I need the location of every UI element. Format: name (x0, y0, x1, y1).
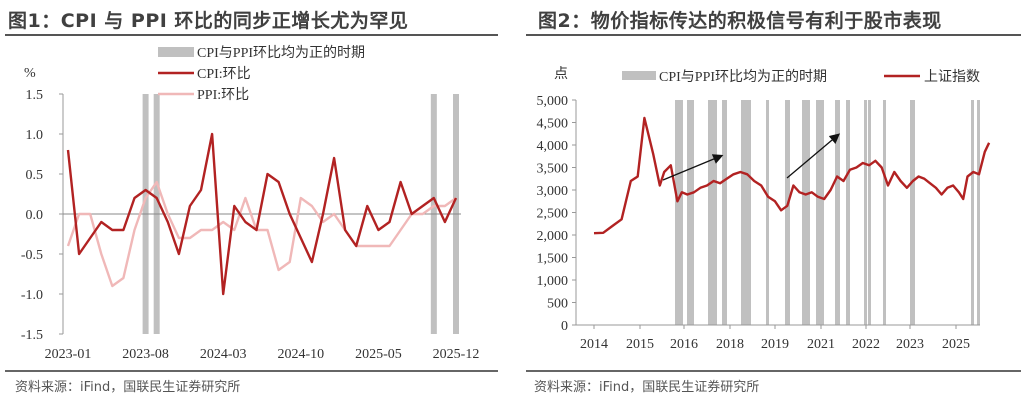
shaded-period-bar (766, 100, 769, 325)
shaded-period-bar (971, 100, 974, 325)
chart-title: 图1：CPI 与 PPI 环比的同步正增长尤为罕见 (8, 10, 409, 32)
x-tick-label: 2024-03 (200, 347, 247, 362)
shaded-period-bar (675, 100, 683, 325)
y-tick-label: 5,000 (537, 94, 569, 109)
chart-title: 图2：物价指标传达的积极信号有利于股市表现 (538, 10, 942, 32)
title-rule (526, 34, 1021, 36)
y-tick-label: 500 (547, 297, 568, 312)
sse-index-chart: 5,000 4,500 4,000 3,500 3,000 2,500 2,000 1,500… (537, 66, 991, 352)
y-axis-unit: 点 (554, 66, 568, 82)
shaded-period-bar (816, 100, 824, 325)
x-tick-label: 2021 (807, 337, 835, 352)
legend-label: PPI:环比 (197, 87, 249, 103)
trend-arrow-icon (662, 154, 724, 181)
y-tick-label: 2,500 (537, 207, 569, 222)
shaded-period-bar (722, 100, 727, 325)
title-rule (5, 34, 498, 36)
x-tick-label: 2018 (716, 337, 744, 352)
shaded-period-bar (868, 100, 871, 325)
chart-panel-sse-index: 图2：物价指标传达的积极信号有利于股市表现 5,000 4,500 4,000 3,5… (512, 0, 1024, 402)
y-tick-label: 4,500 (537, 117, 569, 132)
y-tick-label: 0.5 (26, 168, 44, 183)
series-line (593, 116, 991, 235)
y-tick-label: -1.5 (21, 328, 43, 343)
source-note: 资料来源：iFind，国联民生证券研究所 (15, 380, 241, 395)
shaded-period-bar (741, 100, 751, 325)
shaded-period-bar (835, 100, 840, 325)
series-line (66, 132, 458, 296)
y-tick-label: 2,000 (537, 229, 569, 244)
y-tick-label: 1,000 (537, 274, 569, 289)
footer-rule (526, 370, 1021, 372)
y-tick-label: 0 (561, 319, 568, 334)
shaded-period-bar (708, 100, 717, 325)
x-tick-label: 2015 (626, 337, 654, 352)
x-tick-label: 2023-08 (122, 347, 169, 362)
x-tick-label: 2023-01 (45, 347, 92, 362)
x-tick-label: 2022 (852, 337, 880, 352)
legend-label: CPI:环比 (197, 66, 251, 82)
shaded-period-bar (864, 100, 867, 325)
shaded-period-bar (802, 100, 810, 325)
x-tick-label: 2024-10 (277, 347, 324, 362)
trend-arrow-icon (786, 133, 840, 179)
y-tick-label: 1,500 (537, 252, 569, 267)
y-tick-label: -1.0 (21, 288, 43, 303)
shaded-period-bar (910, 100, 915, 325)
series-line (66, 180, 457, 288)
y-tick-label: 1.0 (26, 128, 44, 143)
shaded-period-bar (846, 100, 850, 325)
legend-label: 上证指数 (924, 69, 980, 85)
y-tick-label: 0.0 (26, 208, 44, 223)
legend-shade-swatch (622, 71, 656, 80)
legend-label: CPI与PPI环比均为正的时期 (197, 45, 365, 61)
y-axis-unit: % (24, 66, 36, 81)
y-tick-label: -0.5 (21, 248, 43, 263)
x-tick-label: 2025-12 (433, 347, 480, 362)
y-tick-label: 3,000 (537, 184, 569, 199)
y-tick-label: 3,500 (537, 162, 569, 177)
x-tick-label: 2014 (580, 337, 608, 352)
shaded-period-bar (977, 100, 980, 325)
y-tick-label: 1.5 (26, 88, 44, 103)
x-tick-label: 2025 (942, 337, 970, 352)
cpi-ppi-chart: 1.5 1.0 0.5 0.0 -0.5 -1.0 -1.5% 2023-01 2023-08 2… (21, 45, 480, 362)
y-tick-label: 4,000 (537, 139, 569, 154)
footer-rule (5, 370, 498, 372)
shaded-period-bar (687, 100, 694, 325)
shaded-period-bar (785, 100, 790, 325)
x-tick-label: 2023 (896, 337, 924, 352)
legend-shade-swatch (158, 47, 194, 57)
shaded-period-bar (883, 100, 886, 325)
chart-panel-cpi-ppi: 图1：CPI 与 PPI 环比的同步正增长尤为罕见 1.5 1.0 0.5 0.0 -0… (5, 10, 498, 395)
x-tick-label: 2019 (761, 337, 789, 352)
source-note: 资料来源：iFind，国联民生证券研究所 (534, 380, 760, 395)
x-tick-label: 2016 (670, 337, 698, 352)
legend-label: CPI与PPI环比均为正的时期 (659, 69, 827, 85)
x-tick-label: 2025-05 (355, 347, 402, 362)
